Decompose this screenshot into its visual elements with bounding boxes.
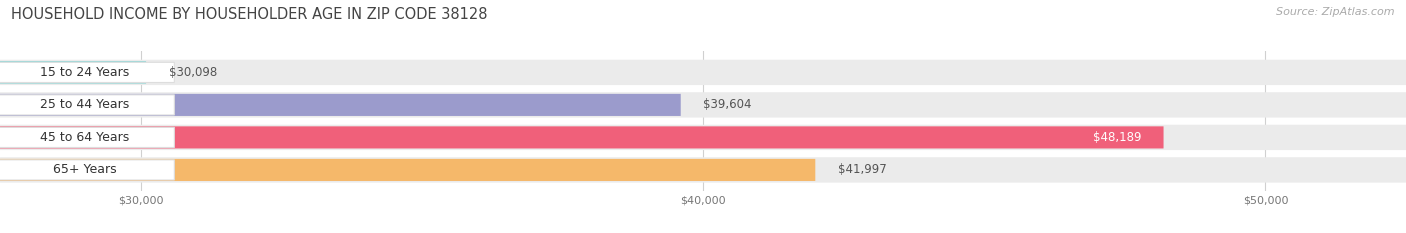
Text: HOUSEHOLD INCOME BY HOUSEHOLDER AGE IN ZIP CODE 38128: HOUSEHOLD INCOME BY HOUSEHOLDER AGE IN Z… bbox=[11, 7, 488, 22]
FancyBboxPatch shape bbox=[0, 126, 1164, 148]
Text: 25 to 44 Years: 25 to 44 Years bbox=[39, 98, 129, 111]
FancyBboxPatch shape bbox=[0, 95, 174, 115]
FancyBboxPatch shape bbox=[0, 127, 174, 147]
Text: 15 to 24 Years: 15 to 24 Years bbox=[39, 66, 129, 79]
FancyBboxPatch shape bbox=[0, 62, 174, 82]
FancyBboxPatch shape bbox=[0, 159, 815, 181]
FancyBboxPatch shape bbox=[0, 92, 1406, 118]
FancyBboxPatch shape bbox=[0, 60, 1406, 85]
Text: $48,189: $48,189 bbox=[1092, 131, 1142, 144]
FancyBboxPatch shape bbox=[0, 94, 681, 116]
Text: $30,098: $30,098 bbox=[169, 66, 217, 79]
FancyBboxPatch shape bbox=[0, 157, 1406, 183]
Text: $39,604: $39,604 bbox=[703, 98, 752, 111]
Text: $41,997: $41,997 bbox=[838, 163, 887, 176]
Text: 45 to 64 Years: 45 to 64 Years bbox=[39, 131, 129, 144]
FancyBboxPatch shape bbox=[0, 125, 1406, 150]
FancyBboxPatch shape bbox=[0, 61, 146, 83]
Text: Source: ZipAtlas.com: Source: ZipAtlas.com bbox=[1277, 7, 1395, 17]
Text: 65+ Years: 65+ Years bbox=[52, 163, 117, 176]
FancyBboxPatch shape bbox=[0, 160, 174, 180]
